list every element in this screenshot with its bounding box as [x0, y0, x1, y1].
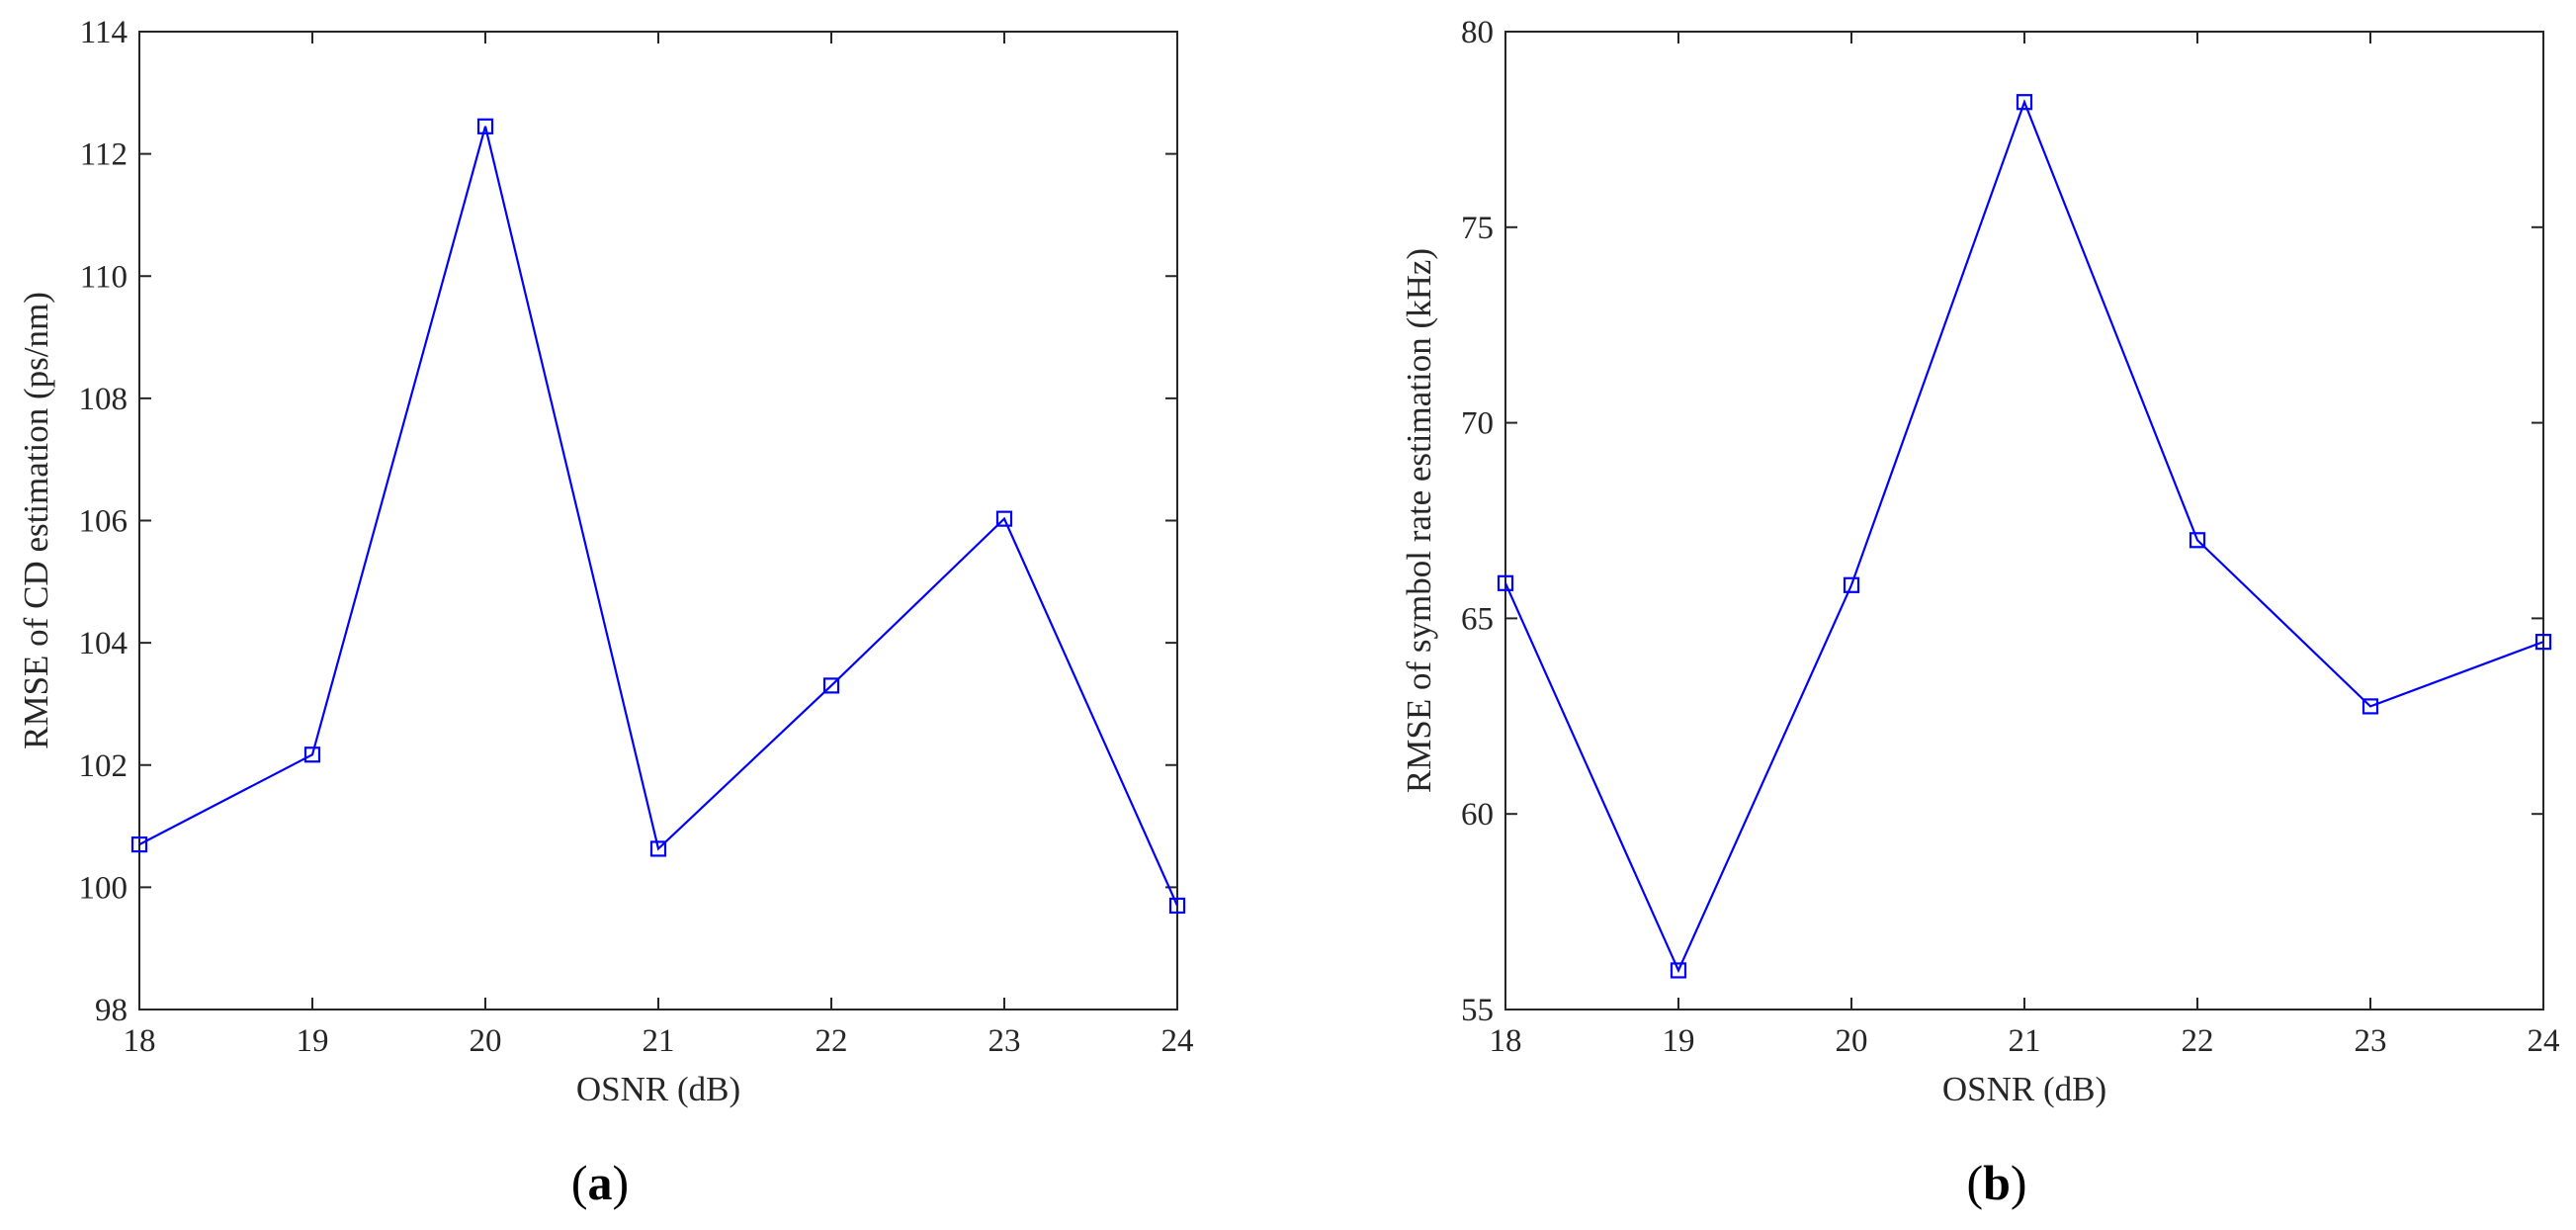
panel-a-chart: 18 19 20 21 22 23 24 98 100 102 104 106 108 110 112 114…: [17, 15, 1194, 1210]
data-point-marker: [303, 747, 321, 763]
data-point-marker: [1670, 962, 1687, 979]
data-point-marker: [1843, 576, 1860, 593]
y-tick-label: 98: [95, 993, 128, 1028]
plot-frame: [1504, 31, 2544, 1010]
panel-b-chart: 18 19 20 21 22 23 24 55 60 65 70 75 80 OSNR (dB) RMSE …: [1400, 15, 2560, 1210]
x-axis-label: OSNR (dB): [1942, 1070, 2106, 1108]
data-point-marker: [649, 840, 667, 857]
x-tick-label: 20: [470, 1023, 502, 1059]
panel-label: (b): [1966, 1155, 2026, 1210]
data-point-marker: [822, 677, 840, 694]
y-tick-label: 108: [79, 382, 129, 417]
x-tick-label: 19: [297, 1023, 329, 1059]
y-tick-label: 114: [80, 15, 128, 50]
data-point-marker: [2361, 698, 2379, 715]
x-tick-label: 18: [124, 1023, 156, 1059]
x-axis-label: OSNR (dB): [576, 1070, 740, 1108]
y-tick-label: 70: [1461, 406, 1494, 442]
x-tick-label: 21: [643, 1023, 675, 1059]
panel-label: (a): [571, 1155, 629, 1210]
y-tick-label: 60: [1461, 797, 1494, 833]
y-tick-label: 65: [1461, 601, 1494, 637]
x-tick-label: 20: [1836, 1023, 1868, 1059]
x-tick-label: 24: [1161, 1023, 1194, 1059]
x-tick-label: 22: [2182, 1023, 2214, 1059]
y-tick-label: 112: [80, 137, 128, 173]
x-tick-label: 19: [1663, 1023, 1695, 1059]
y-tick-label: 104: [79, 626, 129, 661]
data-point-marker: [1497, 574, 1514, 591]
y-tick-label: 110: [80, 259, 128, 295]
x-tick-label: 18: [1490, 1023, 1522, 1059]
y-tick-label: 106: [79, 504, 129, 540]
data-point-marker: [1168, 897, 1186, 915]
y-tick-label: 55: [1461, 993, 1494, 1028]
y-tick-label: 80: [1461, 15, 1494, 50]
series-line: [1503, 99, 2544, 974]
x-tick-label: 24: [2528, 1023, 2560, 1059]
y-axis-label: RMSE of symbol rate estimation (kHz): [1400, 248, 1438, 793]
y-tick-label: 102: [79, 748, 129, 784]
data-point-marker: [2016, 94, 2033, 111]
x-tick-label: 23: [2355, 1023, 2387, 1059]
x-tick-label: 23: [988, 1023, 1021, 1059]
x-tick-label: 21: [2009, 1023, 2041, 1059]
data-point-marker: [476, 118, 494, 134]
y-tick-label: 75: [1461, 211, 1494, 246]
data-point-marker: [130, 836, 148, 853]
y-axis-label: RMSE of CD estimation (ps/nm): [17, 292, 55, 749]
data-point-marker: [2189, 532, 2206, 549]
plot-frame: [138, 31, 1178, 1010]
series-line: [138, 126, 1179, 907]
x-tick-label: 22: [816, 1023, 848, 1059]
data-point-marker: [995, 510, 1013, 527]
data-point-marker: [2534, 634, 2552, 651]
y-tick-label: 100: [79, 870, 129, 906]
